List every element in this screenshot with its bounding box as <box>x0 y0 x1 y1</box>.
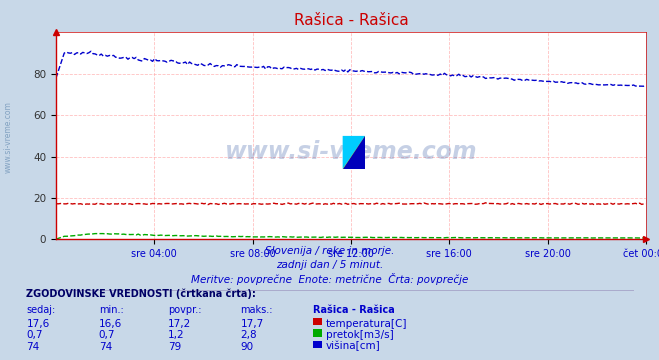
Text: zadnji dan / 5 minut.: zadnji dan / 5 minut. <box>276 260 383 270</box>
Text: pretok[m3/s]: pretok[m3/s] <box>326 330 393 340</box>
Text: 90: 90 <box>241 342 254 352</box>
Text: 74: 74 <box>26 342 40 352</box>
Text: Rašica - Rašica: Rašica - Rašica <box>313 305 395 315</box>
Text: 0,7: 0,7 <box>26 330 43 340</box>
Polygon shape <box>343 136 365 169</box>
Text: 1,2: 1,2 <box>168 330 185 340</box>
Polygon shape <box>343 136 365 169</box>
Text: 79: 79 <box>168 342 181 352</box>
Text: višina[cm]: višina[cm] <box>326 341 380 352</box>
Text: ZGODOVINSKE VREDNOSTI (črtkana črta):: ZGODOVINSKE VREDNOSTI (črtkana črta): <box>26 288 256 299</box>
Title: Rašica - Rašica: Rašica - Rašica <box>293 13 409 28</box>
Text: 2,8: 2,8 <box>241 330 257 340</box>
Text: www.si-vreme.com: www.si-vreme.com <box>3 101 13 173</box>
Text: povpr.:: povpr.: <box>168 305 202 315</box>
Text: 0,7: 0,7 <box>99 330 115 340</box>
Text: Meritve: povprečne  Enote: metrične  Črta: povprečje: Meritve: povprečne Enote: metrične Črta:… <box>191 273 468 285</box>
Text: sedaj:: sedaj: <box>26 305 55 315</box>
Text: www.si-vreme.com: www.si-vreme.com <box>225 140 477 165</box>
Text: 17,7: 17,7 <box>241 319 264 329</box>
Text: min.:: min.: <box>99 305 124 315</box>
Text: maks.:: maks.: <box>241 305 273 315</box>
FancyBboxPatch shape <box>343 136 365 169</box>
Text: Slovenija / reke in morje.: Slovenija / reke in morje. <box>265 246 394 256</box>
Text: temperatura[C]: temperatura[C] <box>326 319 407 329</box>
Text: 17,2: 17,2 <box>168 319 191 329</box>
Text: 16,6: 16,6 <box>99 319 122 329</box>
Text: 74: 74 <box>99 342 112 352</box>
Text: 17,6: 17,6 <box>26 319 49 329</box>
